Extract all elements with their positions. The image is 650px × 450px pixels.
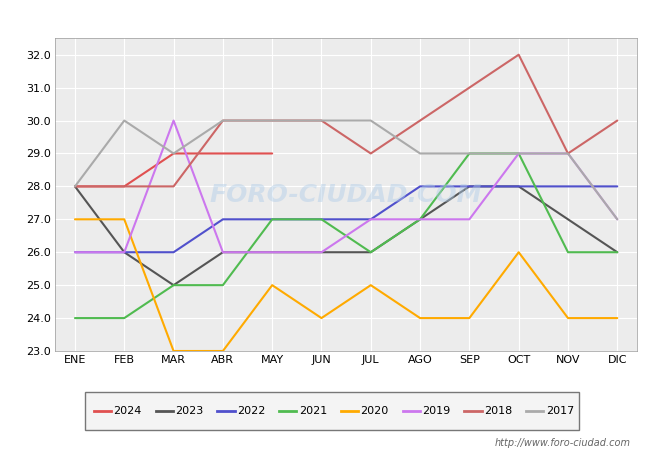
Text: 2024: 2024 [114, 405, 142, 416]
Text: 2021: 2021 [299, 405, 327, 416]
Text: FORO-CIUDAD.COM: FORO-CIUDAD.COM [210, 183, 482, 207]
Text: Afiliados en Coruña del Conde a 31/5/2024: Afiliados en Coruña del Conde a 31/5/202… [132, 9, 518, 27]
Text: 2022: 2022 [237, 405, 265, 416]
Text: 2017: 2017 [546, 405, 574, 416]
Text: 2018: 2018 [484, 405, 512, 416]
Text: 2023: 2023 [176, 405, 203, 416]
Text: 2019: 2019 [422, 405, 450, 416]
Text: http://www.foro-ciudad.com: http://www.foro-ciudad.com [495, 438, 630, 448]
Text: 2020: 2020 [361, 405, 389, 416]
FancyBboxPatch shape [84, 392, 578, 430]
